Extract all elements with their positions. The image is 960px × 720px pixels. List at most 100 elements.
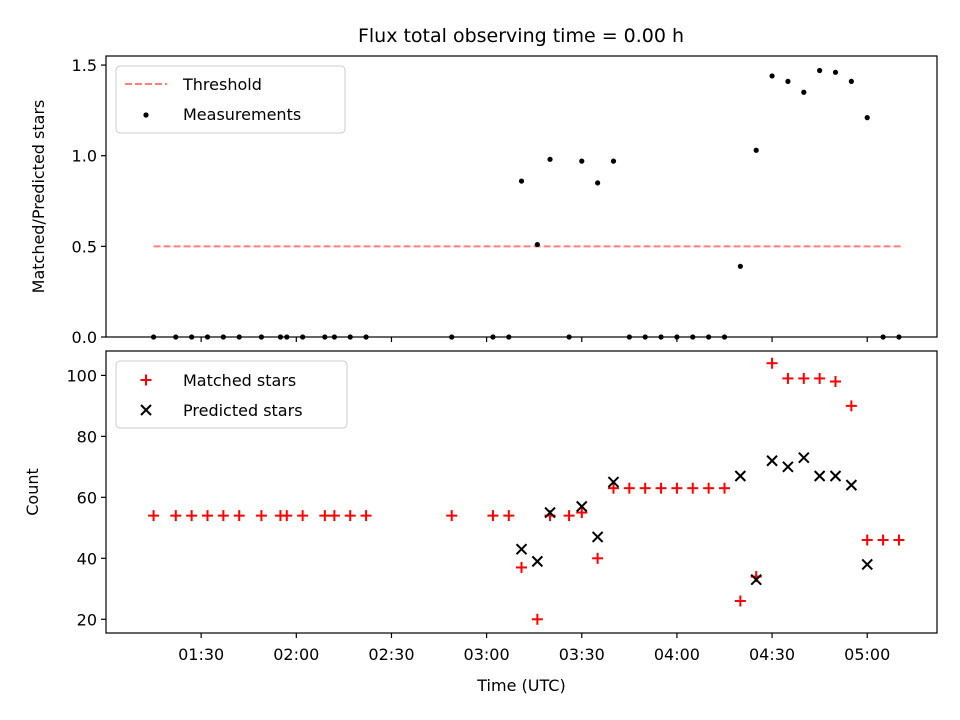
predicted-star-point — [734, 470, 747, 482]
measurement-point — [880, 334, 886, 340]
matched-star-point — [703, 482, 715, 494]
matched-star-point — [861, 534, 873, 546]
measurement-point — [626, 334, 632, 340]
matched-star-point — [360, 510, 372, 522]
y-tick-label: 100 — [66, 366, 97, 385]
predicted-star-point — [576, 500, 588, 513]
y-tick-label: 0.5 — [72, 237, 97, 256]
measurement-point — [832, 69, 839, 75]
measurement-point — [189, 334, 195, 340]
measurement-point — [534, 241, 540, 248]
matched-star-point — [734, 595, 746, 607]
measurement-point — [300, 334, 306, 340]
y-tick-label: 60 — [77, 488, 97, 507]
bottom-plot-frame — [105, 350, 938, 634]
measurement-point — [331, 334, 337, 340]
matched-star-point — [877, 534, 889, 546]
matched-star-point — [503, 510, 515, 522]
measurement-point — [721, 334, 728, 340]
predicted-star-point — [766, 455, 778, 467]
legend-threshold-label: Threshold — [182, 75, 262, 94]
measurement-point — [277, 334, 284, 340]
y-tick-label: 1.0 — [72, 147, 97, 166]
measurement-point — [595, 180, 601, 186]
predicted-star-point — [531, 555, 544, 568]
matched-star-point — [592, 552, 604, 564]
measurement-point — [258, 334, 265, 340]
predicted-star-point — [782, 461, 794, 473]
matched-star-point — [297, 510, 309, 522]
measurement-point — [658, 334, 664, 340]
matched-star-point — [671, 482, 683, 494]
matched-star-point — [148, 510, 160, 522]
legend-predicted-label: Predicted stars — [183, 401, 303, 420]
y-tick-label: 80 — [77, 427, 97, 446]
measurement-point — [322, 334, 328, 340]
y-tick-label: 0.0 — [72, 328, 97, 347]
bottom-x-axis: 01:30 02:00 02:30 03:00 03:30 04:00 04:30 05:00 — [178, 633, 890, 664]
x-tick-label: 04:30 — [749, 645, 795, 664]
matched-star-point — [170, 510, 182, 522]
matched-star-point — [516, 561, 527, 573]
measurement-point — [690, 334, 696, 340]
matched-star-point — [687, 482, 699, 494]
matched-star-point — [623, 482, 635, 494]
measurement-point — [753, 147, 759, 153]
measurement-point — [363, 334, 369, 340]
measurement-point — [449, 334, 455, 340]
measurement-point — [173, 334, 179, 340]
measurement-point — [579, 158, 585, 164]
matched-star-point — [766, 357, 778, 369]
top-y-axis: 0.0 0.5 1.0 1.5 — [72, 56, 106, 347]
y-tick-label: 20 — [77, 610, 97, 629]
matched-star-point — [186, 510, 198, 522]
measurement-point — [737, 263, 743, 269]
x-tick-label: 05:00 — [844, 645, 890, 664]
bottom-legend: Matched stars Predicted stars — [115, 360, 348, 429]
top-panel: 0.0 0.5 1.0 1.5 Matched/Predicted stars Thr… — [29, 55, 938, 347]
measurement-point — [642, 334, 648, 340]
matched-star-point — [576, 507, 588, 519]
top-y-axis-label: Matched/Predicted stars — [29, 100, 48, 294]
measurement-point — [236, 334, 242, 340]
predicted-star-point — [845, 479, 858, 491]
top-legend: Threshold Measurements — [115, 65, 346, 134]
measurement-point — [547, 156, 553, 162]
bottom-y-axis: 20 40 60 80 100 — [66, 366, 106, 629]
measurement-point — [490, 334, 496, 340]
predicted-star-point — [829, 470, 842, 482]
legend-box — [115, 360, 348, 429]
matched-star-point — [328, 510, 340, 522]
count-points — [148, 357, 905, 625]
matched-star-point — [201, 510, 213, 522]
legend-box — [115, 65, 346, 134]
matched-star-point — [845, 400, 857, 412]
measurement-point — [220, 334, 226, 340]
predicted-star-point — [798, 451, 810, 464]
x-tick-label: 02:00 — [273, 645, 319, 664]
measurement-point — [769, 73, 775, 79]
predicted-star-point — [544, 506, 556, 519]
matched-star-point — [798, 372, 810, 384]
measurement-point — [506, 334, 512, 340]
measurement-point — [864, 115, 870, 121]
measurement-point — [284, 334, 290, 340]
matched-star-point — [217, 510, 229, 522]
x-tick-label: 03:30 — [559, 645, 605, 664]
x-axis-label: Time (UTC) — [476, 676, 565, 695]
x-tick-label: 02:30 — [368, 645, 414, 664]
measurement-point — [848, 78, 854, 84]
bottom-y-axis-label: Count — [23, 468, 42, 516]
top-plot-frame — [105, 55, 938, 338]
measurement-point — [785, 78, 791, 84]
predicted-star-point — [861, 558, 873, 571]
matched-star-point — [814, 372, 826, 384]
measurement-point — [817, 67, 823, 74]
matched-star-point — [639, 482, 651, 494]
predicted-star-point — [750, 573, 762, 586]
x-tick-label: 01:30 — [178, 645, 224, 664]
predicted-star-point — [515, 543, 528, 555]
chart-title: Flux total observing time = 0.00 h — [358, 25, 684, 47]
measurement-point — [150, 334, 157, 340]
